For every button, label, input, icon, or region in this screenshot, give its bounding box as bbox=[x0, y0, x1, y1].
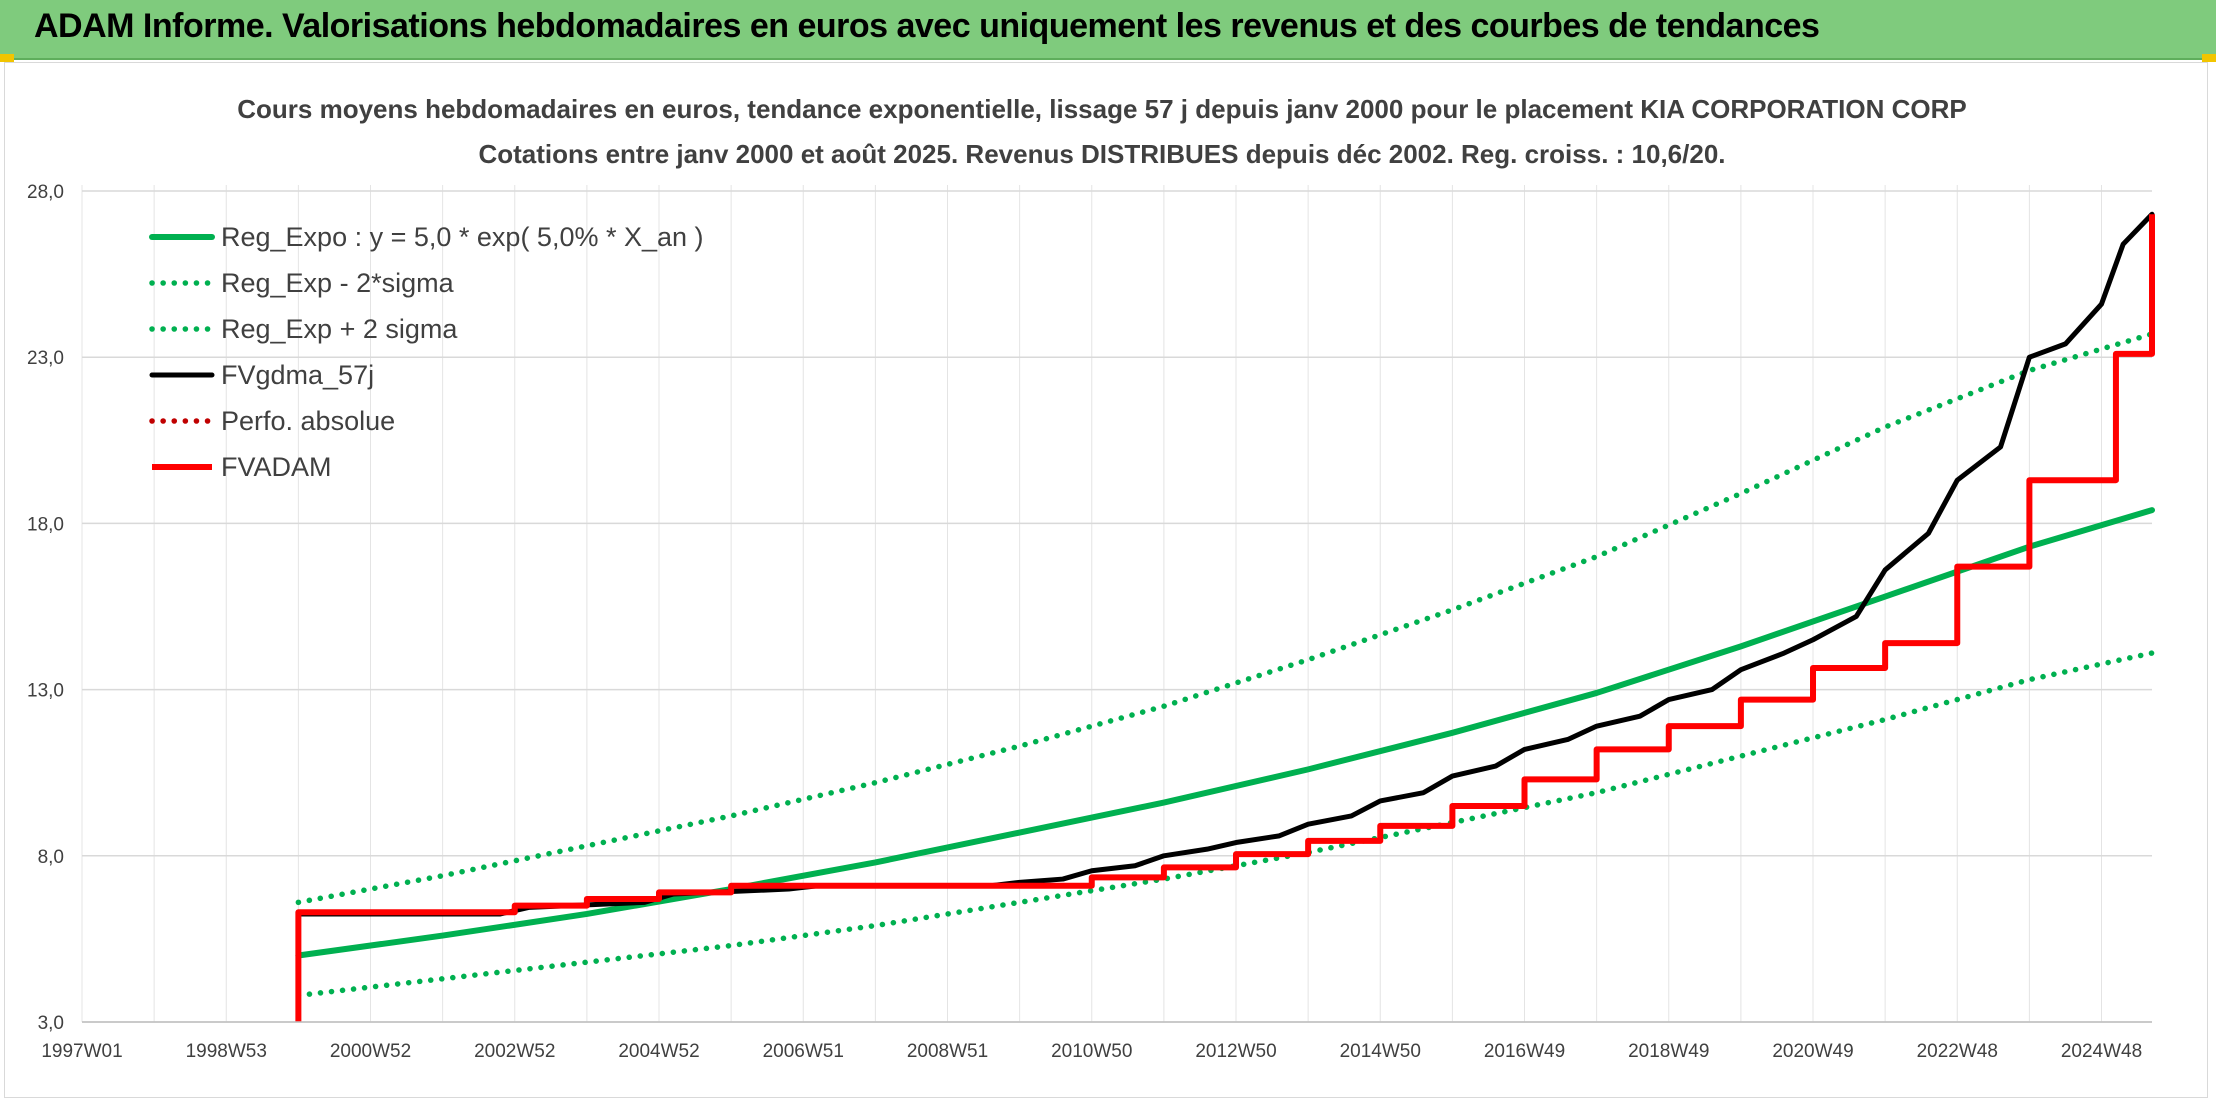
legend-entry: Reg_Exp + 2 sigma bbox=[221, 314, 458, 344]
x-tick-label: 2018W49 bbox=[1628, 1041, 1709, 1062]
legend-entry: Perfo. absolue bbox=[221, 406, 395, 436]
x-tick-label: 1997W01 bbox=[41, 1041, 122, 1062]
chart-subtitle: Cotations entre janv 2000 et août 2025. … bbox=[478, 139, 1725, 169]
chart-title: Cours moyens hebdomadaires en euros, ten… bbox=[237, 94, 1966, 124]
legend-entry: FVgdma_57j bbox=[221, 360, 374, 390]
y-tick-label: 23,0 bbox=[27, 348, 64, 369]
y-tick-label: 3,0 bbox=[38, 1013, 64, 1034]
legend-entry: Reg_Exp - 2*sigma bbox=[221, 268, 455, 298]
x-tick-label: 2002W52 bbox=[474, 1041, 555, 1062]
legend-entry: FVADAM bbox=[221, 452, 332, 482]
x-tick-label: 2014W50 bbox=[1340, 1041, 1421, 1062]
x-tick-label: 2012W50 bbox=[1195, 1041, 1276, 1062]
x-tick-label: 2024W48 bbox=[2061, 1041, 2142, 1062]
x-tick-label: 2004W52 bbox=[618, 1041, 699, 1062]
axes: 3,0 8,0 13,0 18,0 23,0 28,0 1997W01 1998W53 2000… bbox=[27, 182, 2152, 1062]
x-tick-label: 2000W52 bbox=[330, 1041, 411, 1062]
series-line-fvadam bbox=[295, 214, 2155, 1022]
x-tick-label: 2022W48 bbox=[1917, 1041, 1998, 1062]
chart-frame bbox=[4, 62, 2208, 1098]
series-line-fvgdma-57j bbox=[295, 211, 2155, 917]
series-line-reg-exp-2-sigma bbox=[295, 650, 2155, 999]
report-banner: ADAM Informe. Valorisations hebdomadaire… bbox=[0, 0, 2216, 60]
x-tick-label: 2016W49 bbox=[1484, 1041, 1565, 1062]
legend-entry: Reg_Expo : y = 5,0 * exp( 5,0% * X_an ) bbox=[221, 222, 704, 252]
x-tick-label: 2020W49 bbox=[1772, 1041, 1853, 1062]
y-tick-label: 13,0 bbox=[27, 681, 64, 702]
corner-marker bbox=[2202, 54, 2216, 62]
series-layer bbox=[295, 211, 2155, 1022]
y-tick-label: 8,0 bbox=[38, 847, 64, 868]
x-tick-label: 1998W53 bbox=[186, 1041, 267, 1062]
report-title: ADAM Informe. Valorisations hebdomadaire… bbox=[34, 7, 1820, 45]
x-tick-label: 2006W51 bbox=[763, 1041, 844, 1062]
corner-marker bbox=[0, 54, 14, 62]
y-tick-label: 18,0 bbox=[27, 514, 64, 535]
legend: Reg_Expo : y = 5,0 * exp( 5,0% * X_an ) R… bbox=[149, 222, 704, 482]
series-line-reg-exp-2-sigma bbox=[295, 331, 2155, 906]
x-tick-label: 2008W51 bbox=[907, 1041, 988, 1062]
series-line-reg-expo-y-5-0-exp-5-0-x-an bbox=[295, 507, 2155, 959]
x-tick-label: 2010W50 bbox=[1051, 1041, 1132, 1062]
grid bbox=[81, 185, 2152, 1023]
y-tick-label: 28,0 bbox=[27, 182, 64, 203]
